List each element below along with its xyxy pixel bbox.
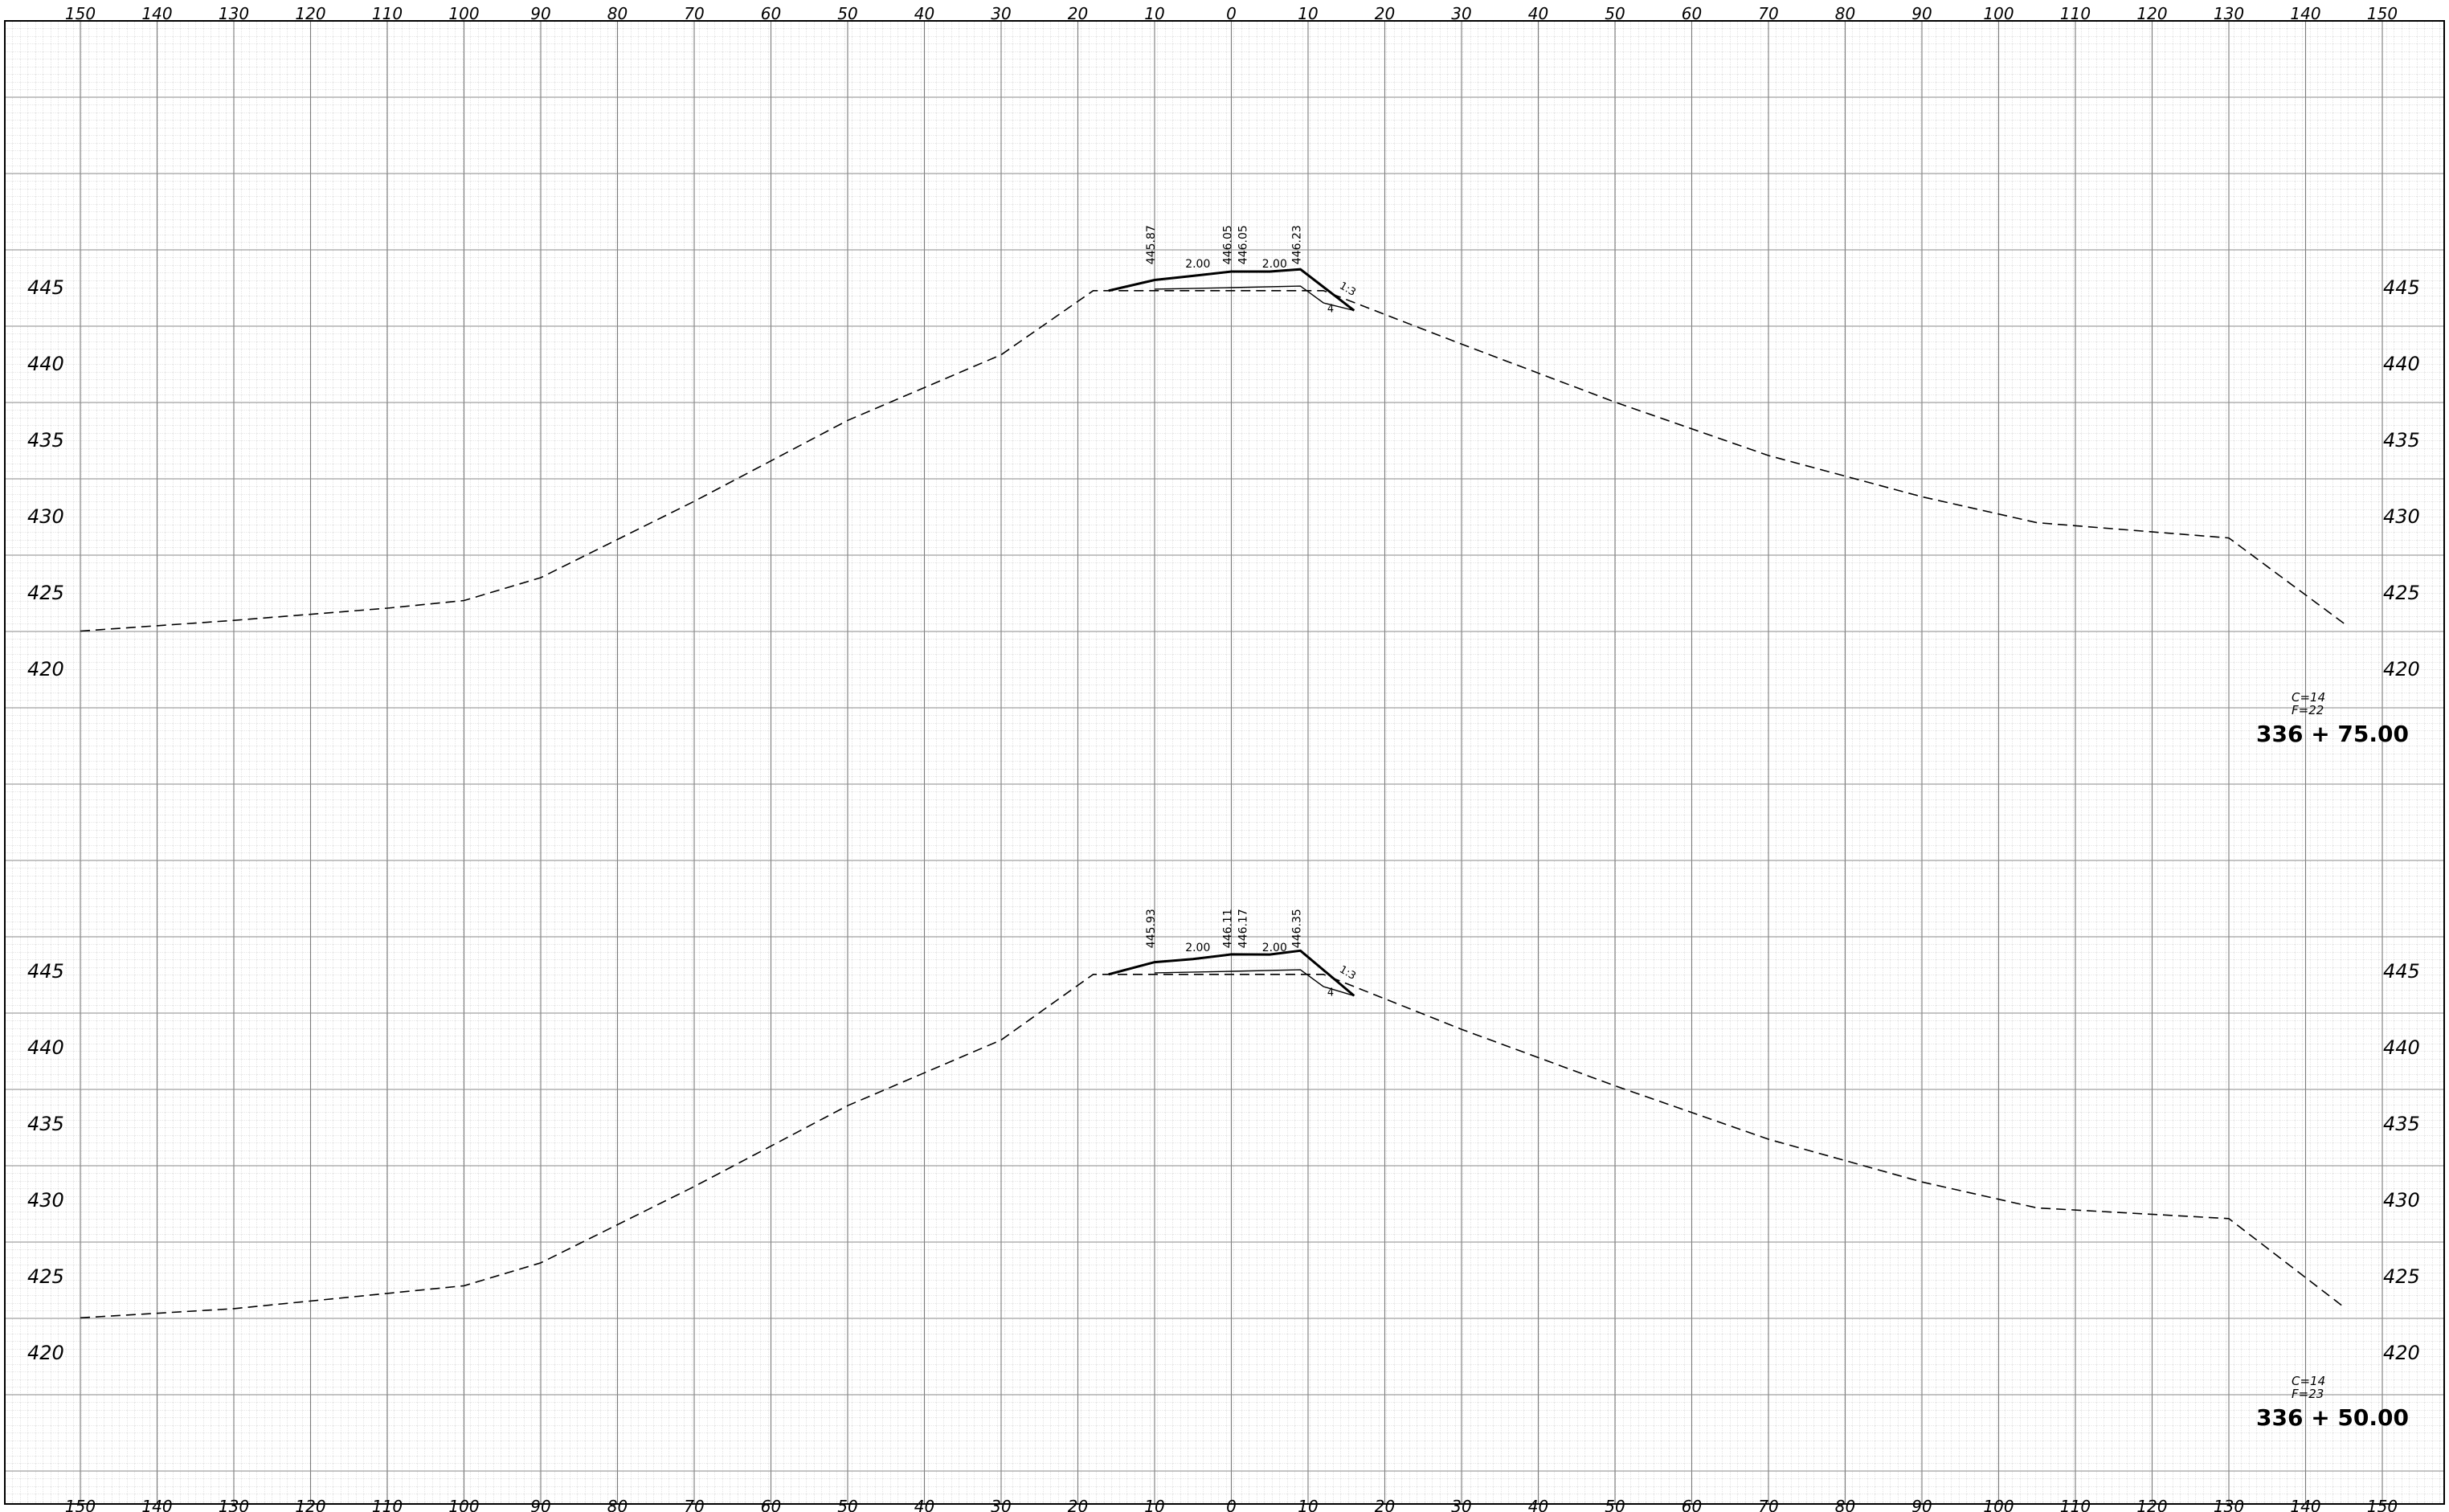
station-label: 336 + 50.00 xyxy=(2256,1404,2409,1431)
ditch-label: 4 xyxy=(1327,987,1334,999)
elevation-label: 446.23 xyxy=(1290,225,1303,264)
cross-section-336-75: 445 445 440 440 435 435 430 430 425 425 420 420 445.… xyxy=(27,225,2420,747)
y-tick-label-left: 440 xyxy=(27,1036,64,1059)
proposed-template-line xyxy=(1108,949,1355,997)
cross-section-336-50: 445 445 440 440 435 435 430 430 425 425 420 420 445.… xyxy=(27,909,2420,1431)
y-tick-label-left: 440 xyxy=(27,353,64,375)
y-tick-label-left: 445 xyxy=(27,960,64,983)
fill-value: F=23 xyxy=(2292,1387,2324,1401)
proposed-template-line xyxy=(1108,268,1355,312)
ditch-label: 4 xyxy=(1327,303,1334,315)
y-tick-label-right: 440 xyxy=(2383,353,2420,375)
elevation-label: 446.05 xyxy=(1237,225,1250,264)
cross-slope-label: 2.00 xyxy=(1262,258,1287,271)
elevation-label: 445.93 xyxy=(1145,909,1158,948)
y-tick-label-left: 430 xyxy=(27,505,64,528)
y-tick-label-left: 420 xyxy=(27,1342,64,1364)
cross-slope-label: 2.00 xyxy=(1185,942,1210,954)
elevation-label: 445.87 xyxy=(1145,225,1158,264)
y-tick-label-right: 435 xyxy=(2383,429,2420,452)
y-tick-label-right: 420 xyxy=(2383,1342,2420,1364)
fill-value: F=22 xyxy=(2292,703,2324,717)
grid-paper xyxy=(5,21,2444,1504)
y-tick-label-left: 445 xyxy=(27,276,64,299)
elevation-label: 446.11 xyxy=(1222,909,1235,948)
cut-value: C=14 xyxy=(2292,690,2325,705)
y-tick-label-left: 425 xyxy=(27,1265,64,1288)
y-tick-label-right: 445 xyxy=(2383,276,2420,299)
existing-ground-line xyxy=(80,289,2345,632)
elevation-label: 446.17 xyxy=(1237,909,1250,948)
cut-value: C=14 xyxy=(2292,1374,2325,1388)
y-tick-label-right: 440 xyxy=(2383,1036,2420,1059)
y-tick-label-right: 425 xyxy=(2383,582,2420,604)
cross-slope-label: 2.00 xyxy=(1262,942,1287,954)
x-tick-label: 0 xyxy=(1226,4,1237,23)
y-tick-label-left: 420 xyxy=(27,658,64,680)
y-tick-label-right: 445 xyxy=(2383,960,2420,983)
y-tick-label-right: 425 xyxy=(2383,1265,2420,1288)
y-tick-label-right: 430 xyxy=(2383,1189,2420,1212)
major-grid xyxy=(5,21,2444,1504)
subgrade-line xyxy=(1154,285,1355,312)
y-tick-label-left: 425 xyxy=(27,582,64,604)
y-tick-label-left: 435 xyxy=(27,429,64,452)
elevation-label: 446.05 xyxy=(1222,225,1235,264)
y-tick-label-left: 435 xyxy=(27,1113,64,1135)
existing-ground-line xyxy=(80,974,2345,1319)
subgrade-line xyxy=(1154,969,1355,997)
cross-slope-label: 2.00 xyxy=(1185,258,1210,271)
y-tick-label-right: 420 xyxy=(2383,658,2420,680)
sheet-border xyxy=(4,20,2445,1505)
station-label: 336 + 75.00 xyxy=(2256,721,2409,747)
y-tick-label-right: 435 xyxy=(2383,1113,2420,1135)
y-tick-label-left: 430 xyxy=(27,1189,64,1212)
elevation-label: 446.35 xyxy=(1290,909,1303,948)
y-tick-label-right: 430 xyxy=(2383,505,2420,528)
